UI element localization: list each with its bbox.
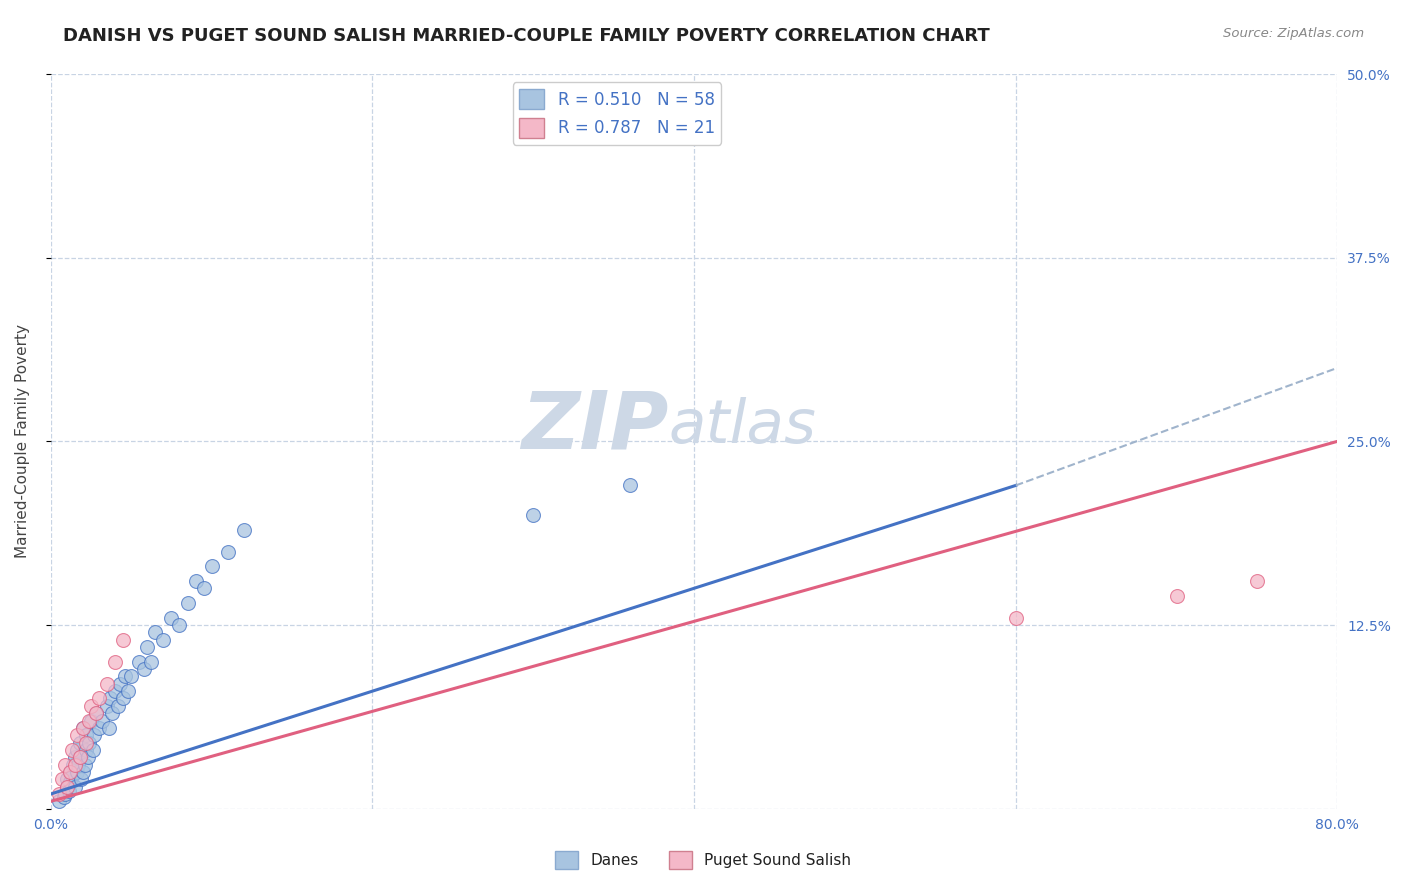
Point bbox=[522, 508, 544, 522]
Point bbox=[114, 669, 136, 683]
Point bbox=[69, 735, 91, 749]
Point bbox=[76, 750, 98, 764]
Point bbox=[72, 764, 94, 779]
Point bbox=[65, 743, 87, 757]
Point bbox=[51, 772, 73, 787]
Point bbox=[101, 706, 124, 721]
Point bbox=[104, 655, 127, 669]
Point bbox=[169, 618, 191, 632]
Point bbox=[152, 632, 174, 647]
Point bbox=[65, 728, 87, 742]
Point bbox=[62, 757, 84, 772]
Point bbox=[63, 780, 86, 794]
Point bbox=[80, 698, 103, 713]
Y-axis label: Married-Couple Family Poverty: Married-Couple Family Poverty bbox=[15, 325, 30, 558]
Legend: R = 0.510   N = 58, R = 0.787   N = 21: R = 0.510 N = 58, R = 0.787 N = 21 bbox=[513, 82, 721, 145]
Point bbox=[73, 757, 96, 772]
Point bbox=[79, 714, 101, 728]
Point bbox=[63, 750, 86, 764]
Point bbox=[232, 523, 254, 537]
Point bbox=[83, 728, 105, 742]
Point bbox=[82, 743, 104, 757]
Point bbox=[56, 780, 79, 794]
Point bbox=[72, 721, 94, 735]
Point bbox=[160, 610, 183, 624]
Point bbox=[96, 698, 118, 713]
Point bbox=[104, 684, 127, 698]
Point bbox=[59, 764, 82, 779]
Point bbox=[65, 764, 87, 779]
Point bbox=[56, 772, 79, 787]
Point bbox=[98, 691, 121, 706]
Text: atlas: atlas bbox=[668, 397, 817, 456]
Text: DANISH VS PUGET SOUND SALISH MARRIED-COUPLE FAMILY POVERTY CORRELATION CHART: DANISH VS PUGET SOUND SALISH MARRIED-COU… bbox=[63, 27, 990, 45]
Point bbox=[619, 478, 641, 492]
Point bbox=[79, 735, 101, 749]
Point bbox=[184, 574, 207, 588]
Point bbox=[52, 789, 75, 804]
Point bbox=[63, 757, 86, 772]
Point bbox=[48, 794, 70, 808]
Point bbox=[58, 784, 80, 798]
Point bbox=[69, 750, 91, 764]
Point bbox=[112, 691, 135, 706]
Point bbox=[107, 698, 129, 713]
Point bbox=[87, 721, 110, 735]
Point bbox=[75, 735, 97, 749]
Point bbox=[70, 772, 93, 787]
Point bbox=[96, 677, 118, 691]
Point bbox=[136, 640, 159, 654]
Point bbox=[60, 769, 83, 783]
Legend: Danes, Puget Sound Salish: Danes, Puget Sound Salish bbox=[548, 845, 858, 875]
Point bbox=[193, 582, 215, 596]
Point bbox=[112, 632, 135, 647]
Point bbox=[80, 714, 103, 728]
Point bbox=[117, 684, 139, 698]
Point bbox=[217, 544, 239, 558]
Point bbox=[91, 714, 114, 728]
Point bbox=[201, 559, 224, 574]
Point bbox=[1166, 589, 1188, 603]
Point bbox=[60, 743, 83, 757]
Text: ZIP: ZIP bbox=[522, 388, 668, 466]
Point bbox=[69, 750, 91, 764]
Point bbox=[53, 787, 76, 801]
Point bbox=[132, 662, 155, 676]
Point bbox=[108, 677, 131, 691]
Point bbox=[1004, 610, 1026, 624]
Point bbox=[84, 706, 107, 721]
Point bbox=[75, 728, 97, 742]
Point bbox=[59, 775, 82, 789]
Point bbox=[139, 655, 162, 669]
Point bbox=[97, 721, 120, 735]
Point bbox=[48, 787, 70, 801]
Point bbox=[128, 655, 150, 669]
Point bbox=[1246, 574, 1268, 588]
Point bbox=[72, 721, 94, 735]
Point bbox=[176, 596, 198, 610]
Point bbox=[53, 757, 76, 772]
Point bbox=[145, 625, 167, 640]
Point bbox=[120, 669, 142, 683]
Point bbox=[84, 706, 107, 721]
Point bbox=[59, 764, 82, 779]
Point bbox=[56, 780, 79, 794]
Point bbox=[75, 743, 97, 757]
Point bbox=[87, 691, 110, 706]
Text: Source: ZipAtlas.com: Source: ZipAtlas.com bbox=[1223, 27, 1364, 40]
Point bbox=[67, 757, 90, 772]
